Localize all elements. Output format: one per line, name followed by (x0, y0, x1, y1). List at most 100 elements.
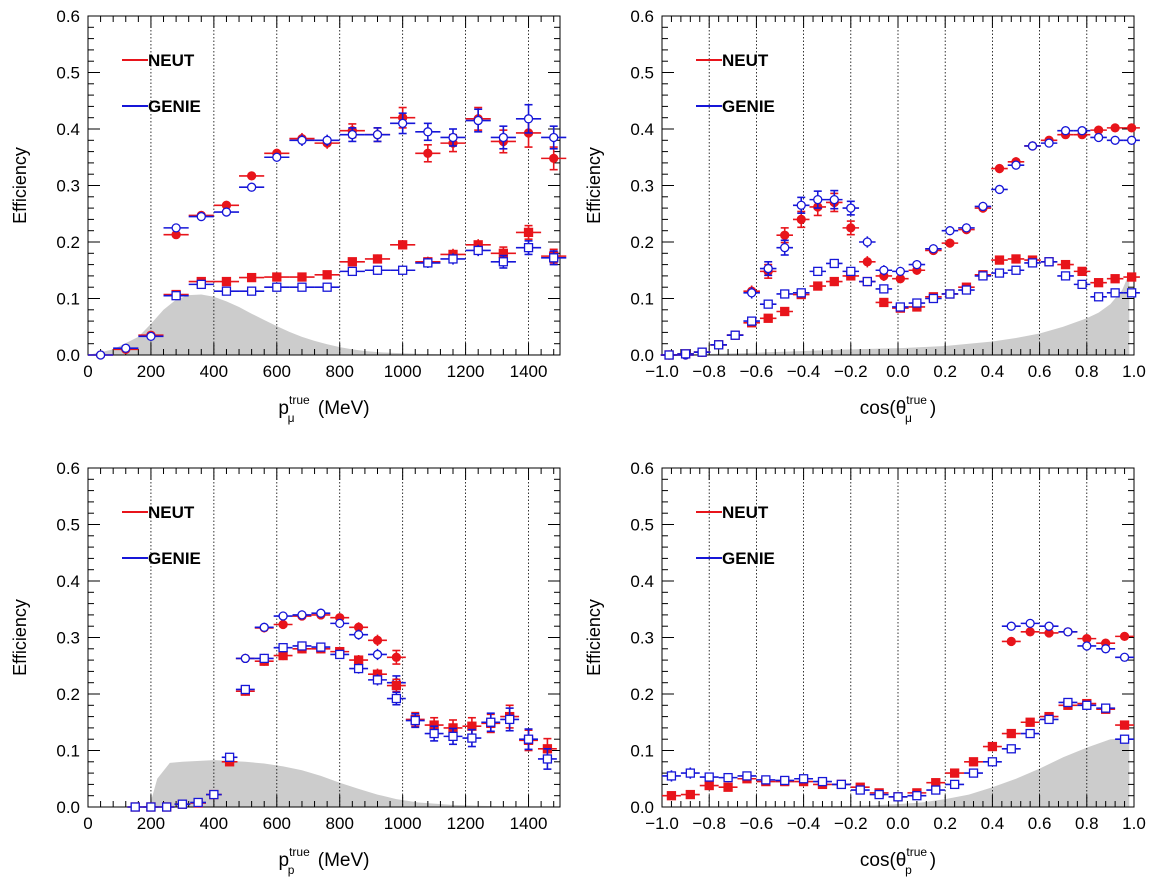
data-point (415, 122, 441, 142)
data-point (743, 316, 760, 326)
data-point (443, 727, 463, 746)
x-tick-label: 1.0 (1122, 362, 1146, 381)
legend-label-genie: GENIE (148, 549, 201, 568)
marker-square (780, 775, 790, 786)
marker-square (1093, 292, 1104, 302)
marker-square (704, 772, 714, 782)
shaded-distribution (662, 738, 1130, 807)
data-point (292, 641, 312, 651)
marker-square (1082, 700, 1092, 710)
marker-circle (95, 350, 106, 360)
marker-square (372, 254, 383, 264)
data-point (1020, 717, 1040, 727)
data-point (756, 775, 776, 785)
marker-square (780, 306, 790, 317)
y-tick-label: 0.1 (630, 742, 654, 761)
x-axis-label-unit: (MeV) (312, 850, 369, 871)
marker-circle (259, 622, 269, 632)
x-axis-label-base: cos(θ (860, 398, 906, 419)
x-tick-label: 200 (137, 362, 165, 381)
marker-square (862, 276, 872, 287)
marker-circle (1006, 621, 1016, 631)
x-tick-label: 800 (326, 362, 354, 381)
marker-circle (398, 118, 408, 128)
data-point (143, 802, 159, 812)
data-point (490, 125, 516, 150)
marker-square (931, 785, 941, 795)
x-tick-label: −1.0 (645, 814, 679, 833)
marker-square (549, 253, 559, 263)
x-tick-label: 0.6 (1028, 362, 1052, 381)
data-point (809, 266, 827, 277)
data-point (826, 189, 843, 210)
data-point (680, 789, 700, 800)
marker-circle (278, 619, 288, 630)
data-point (991, 255, 1008, 265)
y-tick-label: 0.1 (630, 290, 654, 309)
data-point (289, 272, 315, 282)
marker-square (680, 349, 691, 359)
data-point (660, 350, 678, 360)
marker-square (893, 792, 903, 802)
data-point (273, 611, 293, 621)
data-point (831, 779, 851, 790)
marker-square (763, 299, 773, 309)
data-point (541, 125, 567, 150)
legend-label-genie: GENIE (722, 97, 775, 116)
marker-square (685, 768, 695, 778)
series-genie-open-circle (88, 103, 567, 360)
marker-circle (1060, 126, 1071, 136)
data-point (1007, 254, 1025, 264)
marker-circle (473, 115, 483, 126)
data-point (1057, 259, 1074, 270)
data-point (264, 152, 290, 162)
marker-square (987, 741, 998, 752)
data-point (892, 266, 909, 277)
marker-square (1119, 734, 1130, 744)
x-tick-label: 1000 (384, 814, 422, 833)
data-point (1039, 714, 1059, 725)
y-tick-label: 0.4 (630, 572, 654, 591)
data-point (1096, 644, 1116, 654)
marker-square (372, 675, 383, 685)
marker-square (1126, 272, 1137, 282)
marker-square (912, 298, 922, 308)
data-point (662, 770, 681, 782)
data-point (792, 288, 810, 298)
data-point (974, 271, 992, 281)
data-point (908, 259, 926, 270)
data-point (541, 250, 567, 266)
x-axis-label-base: p (279, 850, 290, 871)
data-point (368, 648, 387, 661)
marker-circle (372, 129, 383, 140)
data-point (1020, 728, 1040, 739)
marker-square (836, 779, 847, 790)
data-point (292, 610, 312, 620)
marker-circle (353, 630, 364, 640)
data-point (349, 663, 369, 674)
data-point (1077, 700, 1097, 710)
marker-circle (322, 135, 332, 145)
marker-circle (747, 288, 757, 298)
data-point (174, 799, 191, 809)
data-point (925, 244, 942, 254)
data-point (875, 265, 893, 276)
data-point (941, 289, 959, 299)
marker-circle (1093, 132, 1104, 143)
data-point (163, 223, 189, 233)
marker-square (193, 797, 203, 808)
marker-square (1006, 744, 1016, 754)
marker-circle (1101, 644, 1111, 654)
data-point (710, 340, 727, 350)
marker-square (467, 733, 477, 743)
marker-circle (912, 259, 922, 270)
marker-circle (1006, 636, 1016, 647)
data-point (859, 256, 876, 268)
data-point (842, 266, 860, 277)
y-tick-label: 0.0 (56, 346, 80, 365)
data-point (349, 629, 369, 640)
data-point (138, 331, 164, 342)
data-point (1123, 272, 1140, 282)
data-point (490, 254, 516, 269)
marker-square (666, 771, 677, 781)
